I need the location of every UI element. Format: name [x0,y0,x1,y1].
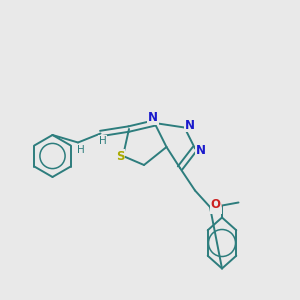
Text: S: S [116,150,124,163]
Text: H: H [99,136,107,146]
Text: N: N [196,143,206,157]
Text: N: N [185,118,195,132]
Text: O: O [211,200,221,213]
Text: O: O [210,197,220,211]
Text: H: H [76,145,84,155]
Text: N: N [148,111,158,124]
